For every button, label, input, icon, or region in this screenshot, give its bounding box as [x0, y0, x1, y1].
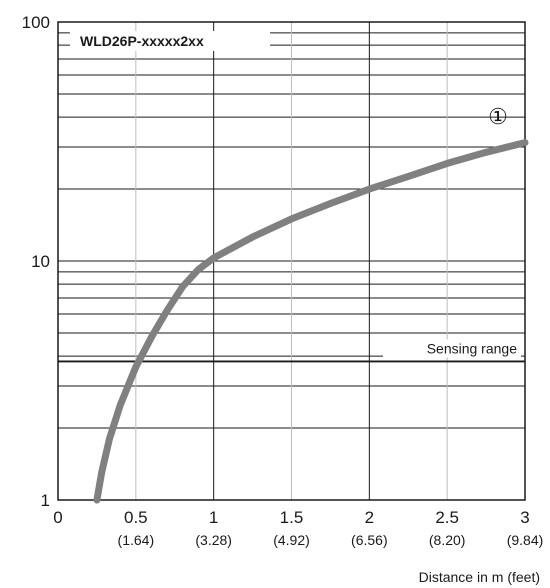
data-point — [329, 203, 331, 205]
data-point — [197, 269, 199, 271]
sensing-range-label: Sensing range — [427, 340, 518, 356]
title-background — [70, 31, 270, 51]
series-marker-label: ① — [488, 104, 508, 129]
grid — [57, 21, 526, 501]
data-point — [166, 310, 168, 312]
data-point — [524, 142, 526, 144]
data-point — [368, 188, 370, 190]
series-line — [93, 139, 529, 504]
x-tick-label: 2 — [365, 508, 374, 527]
data-point — [213, 257, 215, 259]
data-point — [182, 286, 184, 288]
x-tick-sublabel: (4.92) — [273, 532, 310, 548]
x-tick-label: 3 — [520, 508, 529, 527]
x-tick-sublabel: (1.64) — [118, 532, 155, 548]
x-tick-label: 1 — [209, 508, 218, 527]
tick-label-layer: 0 0.5 (1.64) 1 (3.28) 1.5 (4.92) 2 (6.56) 2.5 (8.2… — [22, 13, 544, 548]
data-point — [150, 336, 152, 338]
data-point — [101, 472, 103, 474]
x-tick-sublabel: (3.28) — [195, 532, 232, 548]
x-tick-sublabel: (8.20) — [429, 532, 466, 548]
data-point — [96, 499, 98, 501]
data-point — [135, 366, 137, 368]
y-tick-label: 1 — [41, 491, 50, 510]
annotation-layer: WLD26P-xxxxx2xx Sensing range — [70, 31, 521, 358]
y-tick-label: 10 — [31, 252, 50, 271]
data-point — [108, 438, 110, 440]
data-point — [252, 236, 254, 238]
x-tick-label: 1.5 — [280, 508, 304, 527]
data-point — [119, 404, 121, 406]
plot-frame — [57, 21, 526, 501]
data-point — [291, 218, 292, 220]
x-tick-sublabel: (9.84) — [507, 532, 544, 548]
data-point — [485, 151, 487, 153]
x-axis-label: Distance in m (feet) — [419, 569, 540, 585]
y-tick-label: 100 — [22, 13, 50, 32]
x-tick-label: 2.5 — [435, 508, 459, 527]
data-point — [446, 162, 448, 164]
sensing-range-label-background — [383, 339, 521, 358]
chart-title: WLD26P-xxxxx2xx — [80, 33, 204, 49]
x-tick-label: 0 — [53, 508, 62, 527]
x-tick-label: 0.5 — [124, 508, 148, 527]
x-tick-sublabel: (6.56) — [351, 532, 388, 548]
series-layer — [93, 139, 529, 504]
data-point — [407, 175, 409, 177]
